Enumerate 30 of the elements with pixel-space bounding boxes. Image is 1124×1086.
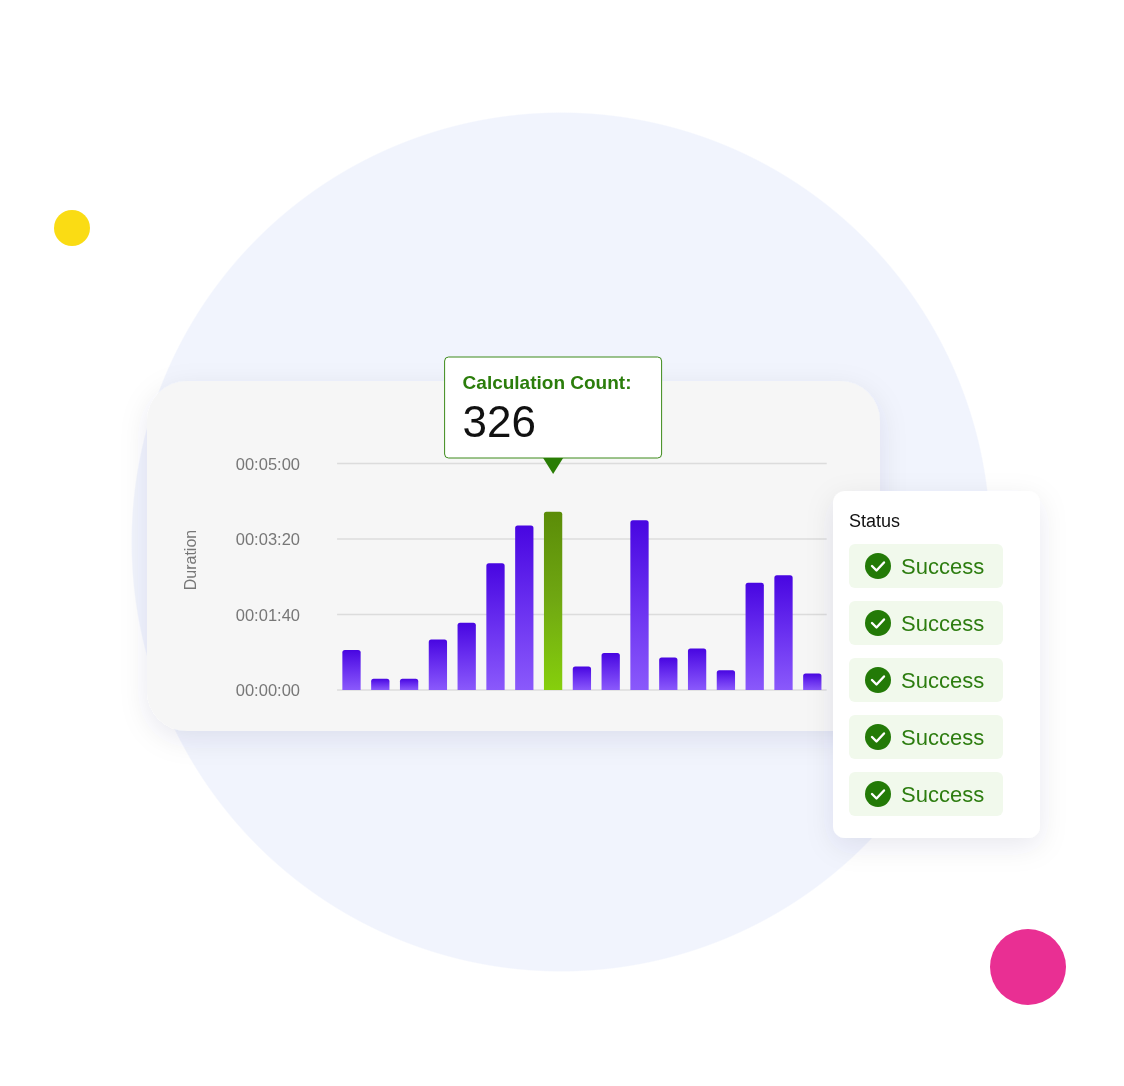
bar (774, 575, 793, 690)
y-axis-title: Duration (181, 529, 199, 591)
y-tick-label: 00:00:00 (235, 681, 300, 699)
text: Calculation Count: (462, 372, 632, 393)
text: Success (901, 553, 985, 579)
bar (601, 653, 620, 690)
text: Success (901, 610, 985, 636)
y-tick-label: 00:05:00 (235, 454, 300, 473)
bar (803, 673, 822, 690)
bar (630, 520, 649, 690)
bar (342, 649, 361, 690)
bar (371, 678, 390, 690)
bar (543, 511, 563, 690)
bar (745, 582, 764, 690)
bar (687, 648, 707, 690)
bar (399, 678, 419, 690)
bar (428, 639, 448, 690)
text: Success (901, 724, 985, 750)
bar (572, 666, 592, 690)
bar (716, 670, 736, 690)
bar (515, 525, 534, 690)
bar (457, 622, 476, 690)
text: 326 (462, 397, 537, 446)
bar (486, 563, 505, 690)
bar (659, 657, 678, 690)
text: Status (849, 511, 901, 531)
text: Success (901, 667, 985, 693)
text: Success (901, 781, 985, 807)
y-tick-label: 00:03:20 (235, 530, 300, 548)
y-tick-label: 00:01:40 (235, 605, 300, 624)
